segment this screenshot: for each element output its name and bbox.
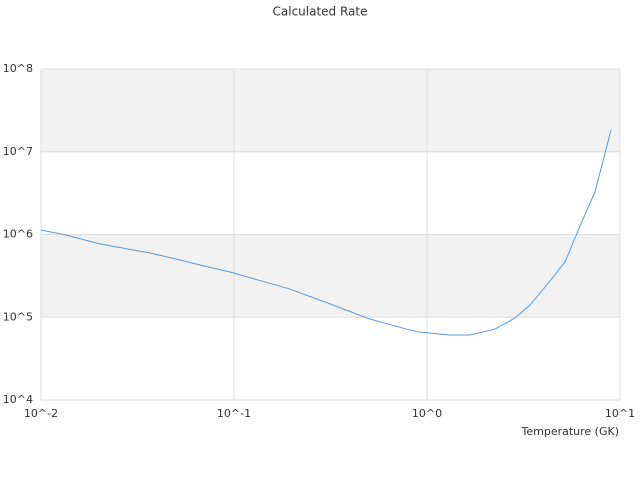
x-tick-label: 10^0 [412,407,442,420]
line-series [40,129,612,336]
y-tick-label: 10^4 [3,393,33,406]
x-tick-label: 10^1 [605,407,635,420]
x-tick-label: 10^-1 [217,407,251,420]
x-axis-label: Temperature (GK) [521,425,620,438]
y-tick-label: 10^5 [3,310,33,323]
y-tick-label: 10^8 [3,62,33,75]
grid-band [41,234,620,318]
y-tick-label: 10^6 [3,228,33,241]
chart-title: Calculated Rate [273,5,368,19]
grid-band [41,69,620,152]
x-tick-label: 10^-2 [24,407,58,420]
y-tick-label: 10^7 [3,145,33,158]
